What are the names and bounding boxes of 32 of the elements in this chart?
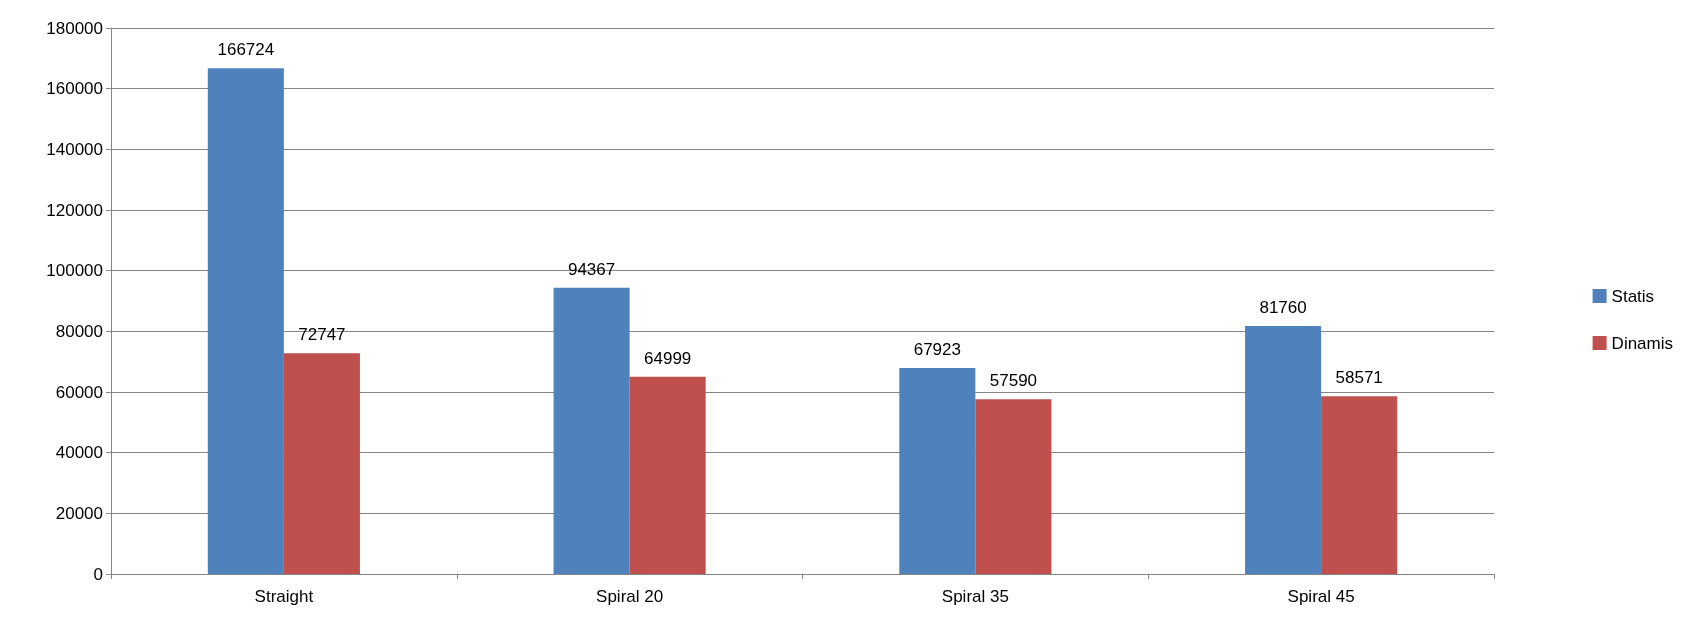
y-tick-label: 160000 [46,79,103,99]
legend-label: Dinamis [1611,333,1674,353]
bar [283,353,360,574]
bar [629,376,706,574]
data-label: 57590 [989,371,1038,391]
y-tick-label: 80000 [55,321,103,341]
bar [207,68,284,574]
x-tick-label: Straight [254,587,314,606]
data-label: 72747 [298,325,346,345]
data-label: 64999 [644,348,692,368]
bar [899,367,976,574]
x-tick-label: Spiral 45 [1287,587,1355,606]
y-tick-label: 40000 [55,443,103,463]
y-tick-label: 100000 [46,261,103,281]
y-tick-label: 20000 [55,503,103,523]
y-tick-label: 120000 [46,200,103,220]
bar [975,399,1052,574]
bar [1245,325,1322,574]
data-label: 58571 [1335,368,1383,388]
x-tick-label: Spiral 20 [596,587,664,606]
legend-label: Statis [1611,286,1655,306]
data-label: 67923 [913,339,961,359]
y-tick-label: 60000 [55,382,103,402]
y-tick-label: 140000 [46,139,103,159]
bar [1321,396,1398,574]
data-label: 94367 [567,259,616,279]
x-tick-label: Spiral 35 [941,587,1009,606]
y-tick-label: 0 [93,564,103,584]
y-tick-label: 180000 [46,18,103,38]
data-label: 166724 [217,40,275,60]
bar [553,287,630,574]
data-label: 81760 [1259,297,1307,317]
